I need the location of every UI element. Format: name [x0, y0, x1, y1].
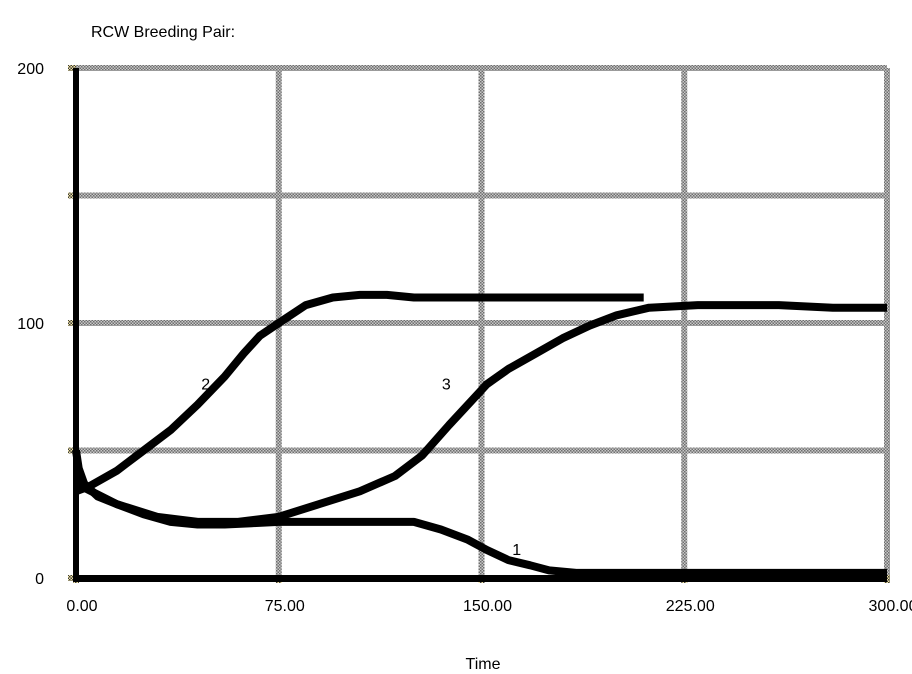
y-tick-label-1: 100 — [17, 316, 44, 333]
series-label-1: 1 — [512, 542, 521, 559]
x-tick-label-4: 300.00 — [869, 598, 912, 615]
y-tick-labels: 0 100 200 — [17, 61, 44, 588]
y-axis-line — [73, 68, 79, 581]
x-tick-label-3: 225.00 — [666, 598, 715, 615]
y-tick-label-0: 0 — [35, 571, 44, 588]
y-tick-mark-1 — [68, 447, 76, 454]
series-line-2 — [74, 290, 644, 496]
x-tick-label-0: 0.00 — [66, 598, 97, 615]
y-tick-mark-0 — [68, 575, 76, 581]
chart-title: RCW Breeding Pair: — [91, 24, 235, 41]
x-tick-labels: 0.00 75.00 150.00 225.00 300.00 — [66, 598, 912, 615]
series-line-3 — [74, 301, 887, 526]
x-tick-label-1: 75.00 — [265, 598, 305, 615]
x-axis-label: Time — [466, 656, 501, 673]
y-tick-mark-4 — [68, 65, 76, 71]
y-tick-label-2: 200 — [17, 61, 44, 78]
v-gridline-3 — [681, 68, 688, 578]
v-gridline-4 — [884, 68, 890, 578]
x-tick-label-2: 150.00 — [463, 598, 512, 615]
series-lines — [72, 290, 887, 577]
y-tick-mark-3 — [68, 192, 76, 199]
y-tick-mark-2 — [68, 320, 76, 326]
v-gridline-2 — [478, 68, 485, 578]
series-label-2: 2 — [201, 376, 210, 393]
horizontal-gridlines — [68, 65, 887, 581]
x-axis-line — [73, 575, 887, 582]
series-labels: 1 2 3 — [201, 376, 521, 559]
axes — [73, 68, 887, 582]
series-label-3: 3 — [442, 376, 451, 393]
